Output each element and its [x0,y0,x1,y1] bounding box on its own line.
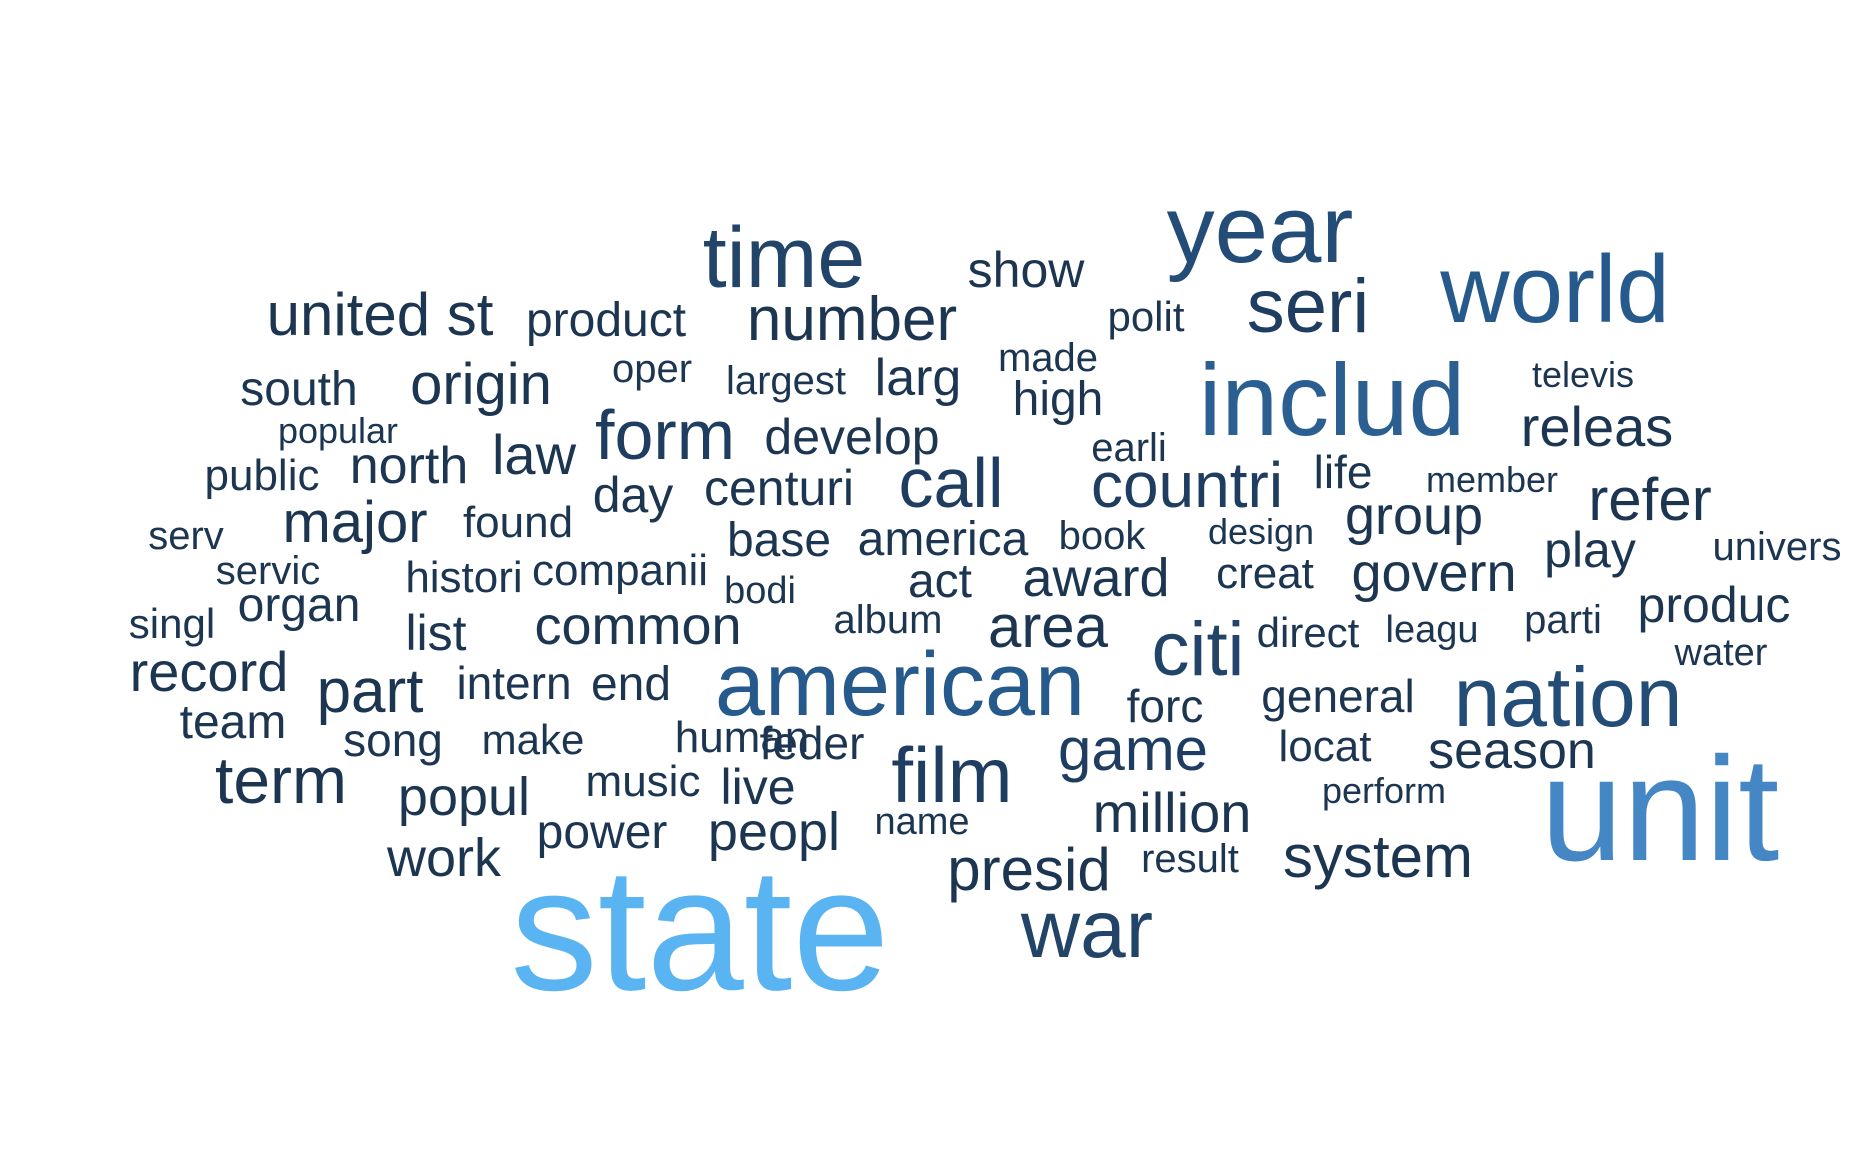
word-music: music [585,757,701,806]
word-film: film [891,731,1013,819]
word-play: play [1544,522,1636,578]
word-intern: intern [456,657,572,709]
word-team: team [179,696,287,749]
word-creat: creat [1216,549,1314,598]
word-group: group [1344,486,1484,546]
word-united-st: united st [266,281,494,348]
word-govern: govern [1351,543,1517,603]
word-term: term [215,743,347,817]
word-water: water [1674,632,1768,674]
word-centuri: centuri [703,460,855,516]
word-work: work [386,828,502,888]
word-album: album [833,598,943,642]
word-american: american [714,635,1086,735]
word-larg: larg [874,349,962,407]
word-direct: direct [1256,609,1360,656]
word-singl: singl [128,600,216,647]
word-book: book [1058,514,1146,558]
word-human: human [674,713,810,762]
word-life: life [1313,446,1373,498]
word-year: year [1166,176,1354,283]
word-make: make [481,716,585,763]
word-day: day [592,467,674,523]
word-public: public [204,451,320,500]
word-presid: presid [947,836,1111,903]
word-state: state [510,832,890,1028]
word-time: time [702,210,866,306]
word-includ: includ [1198,343,1466,457]
word-law: law [491,423,577,486]
word-popular: popular [277,410,399,451]
word-develop: develop [764,409,940,465]
word-show: show [967,242,1085,298]
word-area: area [987,593,1109,660]
word-earli: earli [1091,426,1167,470]
word-produc: produc [1637,577,1791,633]
word-live: live [720,759,796,815]
word-polit: polit [1107,293,1185,340]
word-refer: refer [1588,466,1712,533]
word-locat: locat [1278,722,1372,771]
word-game: game [1057,716,1209,783]
word-major: major [282,490,428,555]
word-perform: perform [1321,770,1447,811]
word-song: song [343,714,443,766]
word-serv: serv [148,514,224,558]
word-product: product [525,294,687,347]
word-high: high [1012,373,1104,426]
word-general: general [1261,670,1415,722]
word-origin: origin [410,352,552,417]
word-america: america [857,513,1029,566]
word-part: part [316,657,424,726]
word-member: member [1425,459,1559,500]
word-record: record [129,640,289,703]
word-number: number [746,285,958,354]
word-parti: parti [1524,598,1602,642]
word-list: list [405,605,467,661]
word-histori: histori [405,553,523,602]
word-univers: univers [1712,525,1842,569]
word-form: form [595,396,735,474]
word-seri: seri [1246,264,1370,349]
word-nation: nation [1453,650,1683,744]
word-end: end [590,658,672,711]
word-act: act [907,555,973,608]
word-south: south [240,363,358,416]
word-televis: televis [1531,354,1635,395]
word-leagu: leagu [1385,609,1479,651]
word-releas: releas [1520,395,1674,458]
word-result: result [1141,837,1239,881]
word-companii: companii [531,546,709,595]
word-feder: feder [759,717,865,769]
word-award: award [1022,548,1170,608]
word-forc: forc [1126,680,1204,732]
word-north: north [349,437,469,495]
word-design: design [1207,511,1315,552]
word-servic: servic [215,549,321,593]
word-war: war [1020,884,1154,975]
word-organ: organ [237,579,361,632]
word-popul: popul [397,767,531,827]
word-made: made [997,336,1099,380]
word-power: power [536,806,668,859]
word-name: name [874,801,970,843]
word-system: system [1282,823,1474,890]
word-oper: oper [611,347,693,391]
word-countri: countri [1090,449,1284,521]
word-unit: unit [1540,727,1780,892]
word-bodi: bodi [724,570,796,612]
word-common: common [534,596,742,656]
word-largest: largest [725,359,847,403]
word-world: world [1440,236,1670,343]
word-citi: citi [1151,607,1245,692]
word-million: million [1092,781,1252,844]
word-call: call [898,444,1004,522]
word-season: season [1428,722,1596,780]
word-base: base [726,514,832,567]
word-found: found [462,498,574,547]
word-peopl: peopl [707,802,841,862]
